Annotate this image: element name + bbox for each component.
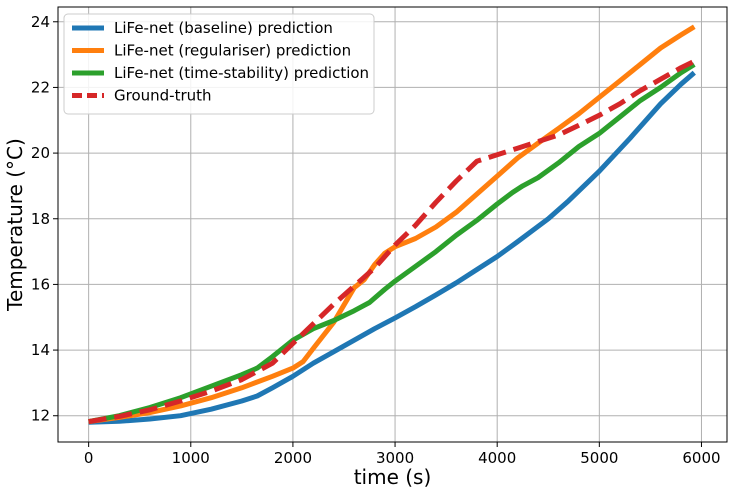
x-tick-label: 4000 [478, 449, 516, 467]
series-line-3 [88, 62, 696, 425]
legend-entry-3: LiFe-net (time-stability) prediction [114, 64, 369, 82]
y-tick-label: 22 [31, 78, 50, 96]
series-line-4 [88, 58, 696, 425]
y-axis-label: Temperature (°C) [3, 138, 27, 312]
y-tick-label: 12 [31, 407, 50, 425]
x-tick-label: 6000 [682, 449, 720, 467]
x-axis-label: time (s) [354, 465, 432, 489]
x-tick-label: 1000 [172, 449, 210, 467]
y-tick-label: 16 [31, 275, 50, 293]
legend-entry-1: LiFe-net (baseline) prediction [114, 19, 333, 37]
legend: LiFe-net (baseline) prediction LiFe-net (… [63, 13, 375, 115]
axis-ticks: 0 1000 2000 3000 4000 5000 6000 12 14 16 18 20 22 24 [31, 13, 721, 467]
x-tick-label: 2000 [274, 449, 312, 467]
y-tick-label: 14 [31, 341, 50, 359]
series-line-2 [88, 24, 696, 425]
y-tick-label: 20 [31, 144, 50, 162]
plot-frame [57, 6, 728, 443]
series-layer [88, 24, 696, 425]
y-tick-label: 24 [31, 13, 50, 31]
y-tick-label: 18 [31, 210, 50, 228]
x-tick-label: 5000 [580, 449, 618, 467]
series-line-1 [88, 70, 696, 425]
legend-entry-2: LiFe-net (regulariser) prediction [114, 42, 351, 60]
x-tick-label: 3000 [376, 449, 414, 467]
legend-entry-4: Ground-truth [114, 87, 212, 105]
x-tick-label: 0 [84, 449, 94, 467]
legend-box [63, 13, 375, 115]
